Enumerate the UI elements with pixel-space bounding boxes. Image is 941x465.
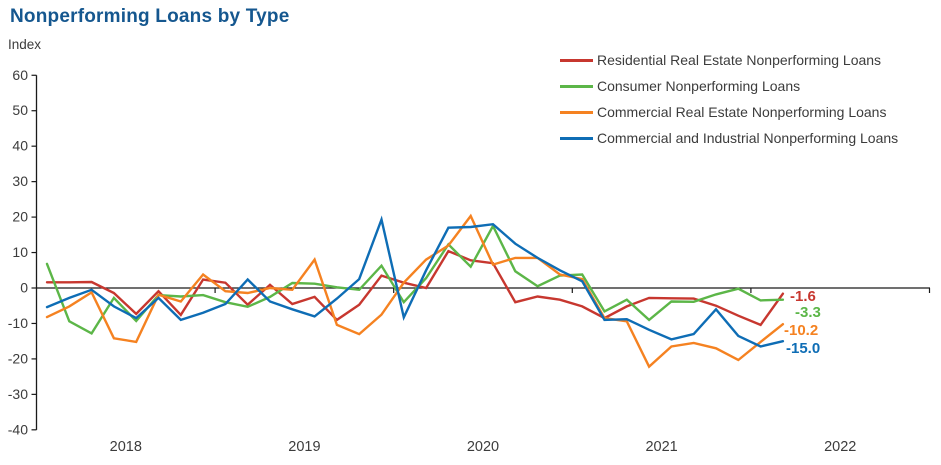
series-line xyxy=(45,249,785,327)
series-end-value-label: -3.3 xyxy=(795,304,821,321)
series-line xyxy=(45,215,785,348)
legend-line-swatch xyxy=(560,84,593,88)
y-tick-label: 30 xyxy=(12,173,28,189)
legend-label: Commercial and Industrial Nonperforming … xyxy=(597,130,899,146)
legend-line-swatch xyxy=(560,110,593,114)
y-tick-label: 40 xyxy=(12,138,28,154)
chart-title: Nonperforming Loans by Type xyxy=(10,6,290,27)
y-tick-label: -20 xyxy=(8,350,28,366)
legend-label: Consumer Nonperforming Loans xyxy=(597,78,801,94)
y-tick-label: 60 xyxy=(12,67,28,83)
legend-label: Commercial Real Estate Nonperforming Loa… xyxy=(597,104,887,120)
chart-legend: Residential Real Estate Nonperforming Lo… xyxy=(560,47,898,151)
y-axis-title: Index xyxy=(8,37,42,52)
x-year-label: 2022 xyxy=(824,439,856,455)
x-year-label: 2021 xyxy=(645,439,677,455)
series-line xyxy=(45,223,785,335)
legend-item: Commercial Real Estate Nonperforming Loa… xyxy=(560,99,898,125)
x-year-label: 2019 xyxy=(288,439,320,455)
x-year-label: 2020 xyxy=(467,439,499,455)
y-tick-label: 10 xyxy=(12,244,28,260)
series-end-value-label: -1.6 xyxy=(790,288,816,305)
legend-line-swatch xyxy=(560,58,593,62)
y-tick-label: 50 xyxy=(12,102,28,118)
legend-item: Residential Real Estate Nonperforming Lo… xyxy=(560,47,898,73)
y-tick-label: -10 xyxy=(8,315,28,331)
series-line xyxy=(45,213,785,369)
series-end-value-label: -10.2 xyxy=(784,322,818,339)
y-tick-label: 0 xyxy=(20,280,28,296)
y-tick-label: -30 xyxy=(8,386,28,402)
y-tick-label: 20 xyxy=(12,209,28,225)
y-tick-label: -40 xyxy=(8,421,28,437)
legend-label: Residential Real Estate Nonperforming Lo… xyxy=(597,52,882,68)
legend-item: Consumer Nonperforming Loans xyxy=(560,73,898,99)
series-end-value-label: -15.0 xyxy=(786,340,820,357)
x-year-label: 2018 xyxy=(110,439,142,455)
legend-item: Commercial and Industrial Nonperforming … xyxy=(560,125,898,151)
legend-line-swatch xyxy=(560,136,593,140)
